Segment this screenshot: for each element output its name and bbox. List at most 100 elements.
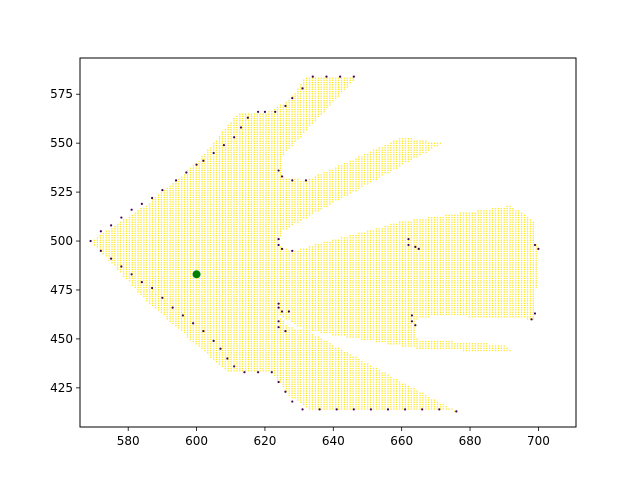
interior-point bbox=[253, 205, 256, 208]
interior-point bbox=[273, 248, 276, 250]
interior-point bbox=[288, 207, 290, 210]
interior-point bbox=[151, 210, 154, 212]
interior-point bbox=[102, 237, 104, 239]
interior-point bbox=[271, 239, 273, 241]
interior-point bbox=[262, 158, 264, 160]
interior-point bbox=[256, 246, 258, 248]
interior-point bbox=[244, 135, 247, 138]
interior-point bbox=[163, 221, 166, 223]
interior-point bbox=[247, 248, 250, 250]
interior-point bbox=[163, 302, 166, 304]
interior-point bbox=[137, 255, 139, 257]
interior-point bbox=[224, 189, 227, 192]
interior-point bbox=[250, 178, 253, 181]
interior-point bbox=[189, 300, 192, 302]
interior-point bbox=[192, 259, 195, 262]
interior-point bbox=[221, 286, 224, 289]
interior-point bbox=[198, 192, 200, 194]
interior-point bbox=[148, 205, 151, 208]
interior-point bbox=[239, 120, 241, 122]
interior-point bbox=[224, 228, 227, 230]
interior-point bbox=[183, 257, 186, 259]
interior-point bbox=[183, 214, 186, 217]
interior-point bbox=[244, 302, 247, 304]
interior-point bbox=[157, 219, 160, 221]
interior-point bbox=[279, 349, 282, 352]
interior-point bbox=[250, 144, 253, 147]
interior-point bbox=[212, 165, 215, 167]
interior-point bbox=[111, 255, 113, 257]
interior-point bbox=[169, 219, 171, 221]
interior-point bbox=[224, 133, 227, 136]
interior-point bbox=[212, 156, 215, 158]
interior-point bbox=[247, 210, 250, 212]
interior-point bbox=[285, 349, 288, 352]
interior-point bbox=[271, 192, 273, 194]
interior-point bbox=[201, 185, 203, 187]
interior-point bbox=[151, 302, 154, 304]
interior-point bbox=[218, 225, 221, 228]
interior-point bbox=[207, 342, 209, 345]
interior-point bbox=[247, 331, 250, 334]
interior-point bbox=[143, 279, 145, 282]
interior-point bbox=[236, 221, 238, 223]
interior-point bbox=[233, 255, 235, 257]
interior-point bbox=[175, 309, 177, 311]
interior-point bbox=[262, 167, 264, 169]
interior-point bbox=[198, 306, 200, 309]
interior-point bbox=[265, 358, 267, 361]
interior-point bbox=[224, 313, 227, 316]
interior-point bbox=[279, 268, 282, 271]
interior-point bbox=[128, 221, 131, 223]
interior-point bbox=[207, 207, 209, 210]
interior-point bbox=[262, 277, 264, 280]
interior-point bbox=[218, 246, 221, 248]
interior-point bbox=[276, 151, 279, 154]
interior-point bbox=[218, 340, 221, 343]
interior-point bbox=[201, 295, 203, 298]
interior-point bbox=[244, 142, 247, 145]
interior-point bbox=[247, 165, 250, 167]
interior-point bbox=[230, 210, 232, 212]
interior-point bbox=[268, 115, 270, 118]
interior-point bbox=[241, 113, 244, 115]
interior-point bbox=[282, 140, 285, 142]
interior-point bbox=[256, 284, 258, 286]
interior-point bbox=[221, 363, 224, 365]
interior-point bbox=[253, 117, 256, 120]
interior-point bbox=[119, 230, 122, 232]
interior-point bbox=[279, 302, 282, 304]
interior-point bbox=[265, 264, 267, 266]
interior-point bbox=[198, 216, 200, 219]
interior-point bbox=[215, 243, 218, 246]
interior-point bbox=[230, 203, 232, 205]
interior-point bbox=[230, 230, 232, 232]
interior-point bbox=[250, 252, 253, 255]
interior-point bbox=[108, 241, 110, 244]
interior-point bbox=[268, 176, 270, 178]
interior-point bbox=[175, 228, 177, 230]
interior-point bbox=[259, 171, 261, 174]
interior-point bbox=[241, 338, 244, 340]
interior-point bbox=[204, 192, 206, 194]
interior-point bbox=[273, 275, 276, 277]
interior-point bbox=[183, 219, 186, 221]
interior-point bbox=[241, 122, 244, 124]
interior-point bbox=[241, 230, 244, 232]
interior-point bbox=[230, 180, 232, 183]
interior-point bbox=[233, 363, 235, 365]
interior-point bbox=[259, 320, 261, 322]
interior-point bbox=[154, 248, 157, 250]
interior-point bbox=[224, 192, 227, 194]
interior-point bbox=[239, 318, 241, 320]
interior-point bbox=[239, 122, 241, 124]
interior-point bbox=[169, 268, 171, 271]
interior-point bbox=[244, 248, 247, 250]
interior-point bbox=[276, 374, 279, 376]
interior-point bbox=[207, 297, 209, 300]
interior-point bbox=[239, 259, 241, 262]
interior-point bbox=[166, 300, 168, 302]
interior-point bbox=[273, 232, 276, 235]
interior-point bbox=[230, 315, 232, 318]
interior-point bbox=[114, 248, 116, 250]
